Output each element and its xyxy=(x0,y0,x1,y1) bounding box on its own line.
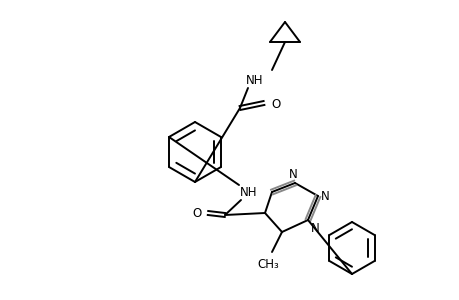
Text: O: O xyxy=(192,208,202,220)
Text: N: N xyxy=(310,222,319,235)
Text: NH: NH xyxy=(246,74,263,86)
Text: CH₃: CH₃ xyxy=(257,258,278,271)
Text: O: O xyxy=(270,98,280,110)
Text: N: N xyxy=(320,190,329,202)
Text: N: N xyxy=(288,168,297,181)
Text: NH: NH xyxy=(240,187,257,200)
